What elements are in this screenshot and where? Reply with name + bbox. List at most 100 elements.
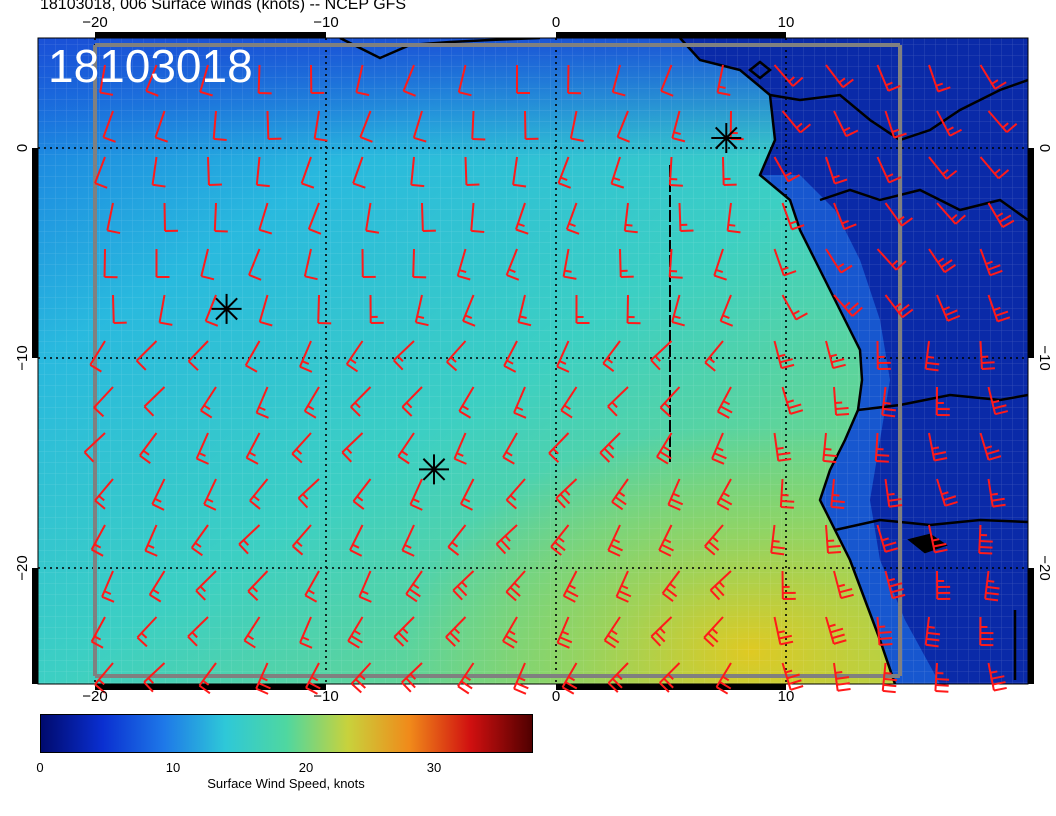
wind-barb: [659, 662, 681, 693]
wind-barb: [517, 294, 532, 327]
wind-barb: [445, 616, 467, 647]
wind-barb: [979, 340, 995, 370]
wind-barb: [987, 294, 1011, 323]
wind-barb: [136, 616, 158, 648]
wind-barb: [833, 570, 854, 600]
wind-barb: [163, 202, 179, 232]
wind-barb: [154, 110, 169, 143]
wind-barb: [556, 340, 570, 373]
wind-barb: [703, 616, 724, 648]
wind-barb: [291, 524, 312, 556]
wind-barb: [144, 524, 158, 557]
wind-barb: [575, 294, 590, 324]
colorbar-tick-20: 20: [298, 760, 314, 775]
left-lat-tick-2: −10: [14, 345, 31, 370]
wind-barb: [512, 156, 527, 188]
wind-barb: [310, 64, 325, 94]
wind-barb: [884, 202, 914, 227]
wind-barb: [876, 156, 902, 184]
wind-barb: [358, 570, 372, 603]
wind-barb: [349, 524, 364, 557]
wind-barb: [238, 524, 261, 555]
wind-barb: [561, 662, 578, 695]
wind-barb: [671, 294, 685, 327]
wind-barb: [833, 294, 863, 317]
wind-barb: [462, 294, 476, 327]
wind-barb: [548, 432, 570, 463]
wind-barb: [615, 570, 632, 603]
wind-barb: [145, 64, 159, 97]
wind-barb: [876, 524, 899, 553]
wind-barb: [401, 662, 423, 693]
wind-barb: [987, 202, 1015, 229]
wind-barb: [876, 64, 901, 92]
wind-barb: [603, 616, 621, 649]
right-lat-tick-2: −10: [1036, 345, 1053, 370]
wind-barb: [317, 294, 332, 325]
wind-barb: [195, 432, 209, 465]
wind-barb: [401, 524, 415, 557]
wind-barb: [257, 64, 272, 95]
wind-barb: [884, 570, 906, 600]
wind-barb: [781, 386, 804, 415]
wind-barb: [825, 616, 847, 645]
wind-barb: [884, 294, 914, 319]
wind-barb: [410, 156, 425, 188]
wind-barb: [656, 432, 673, 465]
wind-barb: [660, 64, 674, 97]
top-lon-tick-4: 10: [778, 14, 795, 31]
wind-barb: [515, 64, 530, 95]
wind-barb: [616, 110, 630, 143]
wind-barb: [409, 478, 423, 511]
wind-barb: [726, 202, 741, 234]
wind-barb: [291, 432, 312, 464]
wind-barb: [936, 202, 966, 225]
wind-barb: [457, 662, 475, 695]
wind-barb: [610, 156, 625, 189]
bottom-lon-tick-4: 10: [778, 688, 795, 705]
wind-barb: [934, 662, 950, 693]
wind-barb: [560, 386, 578, 419]
wind-barb: [143, 386, 166, 417]
wind-barb: [244, 340, 261, 373]
wind-barb: [668, 156, 683, 187]
wind-barb: [979, 156, 1010, 180]
wind-barb: [143, 662, 166, 693]
wind-barb: [704, 340, 724, 372]
wind-barb: [562, 248, 577, 280]
wind-barb: [446, 340, 467, 372]
colorbar-tick-10: 10: [165, 760, 181, 775]
wind-barb: [299, 340, 313, 373]
wind-barb: [305, 662, 321, 695]
storm-marker-2: [422, 458, 446, 481]
wind-barb: [365, 202, 380, 234]
wind-barb: [781, 662, 804, 691]
wind-barb: [928, 248, 956, 274]
wind-barb: [93, 386, 114, 418]
wind-barb: [83, 432, 106, 463]
wind-barb: [258, 202, 273, 235]
wind-barb: [101, 570, 115, 603]
wind-barb: [928, 524, 948, 554]
wind-barb: [155, 248, 170, 279]
wind-barb: [659, 386, 681, 418]
wind-barb: [626, 294, 641, 325]
frame-ticks: [32, 32, 1034, 690]
wind-barb: [249, 478, 269, 510]
wind-barb: [874, 432, 890, 463]
wind-barb: [936, 478, 958, 507]
wind-barb: [359, 110, 373, 143]
wind-barb: [773, 340, 795, 370]
wind-barb: [300, 156, 315, 189]
wind-barb: [924, 616, 941, 648]
wind-barb: [299, 616, 313, 649]
wind-barb: [779, 478, 795, 509]
wind-barb: [421, 202, 436, 232]
wind-barb: [248, 248, 262, 281]
colorbar-label: Surface Wind Speed, knots: [207, 776, 365, 791]
wind-barb: [513, 662, 529, 695]
wind-barb: [393, 616, 415, 647]
wind-barb: [90, 524, 106, 557]
wind-barb: [773, 616, 794, 646]
colorbar-tick-30: 30: [426, 760, 442, 775]
